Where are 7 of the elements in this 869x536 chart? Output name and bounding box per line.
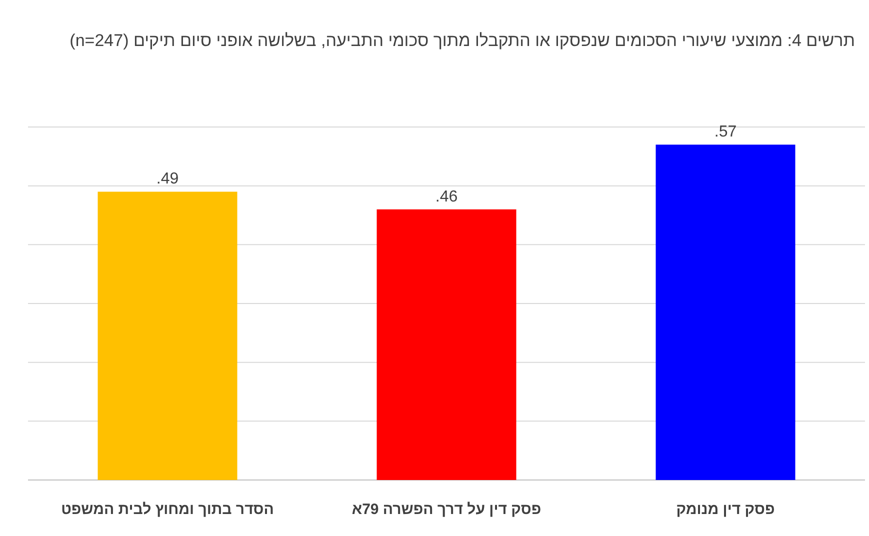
x-tick-label: פסק דין על דרך הפשרה 79א [352, 501, 542, 518]
data-label: .57 [714, 124, 737, 141]
title: תרשים 4: ממוצעי שיעורי הסכומים שנפסקו או התקבלו מתוך סכומי התביעה, בשלושה אופני סיום תיקים (n=247) [68, 30, 855, 52]
data-label: .49 [156, 170, 179, 188]
data-label: .46 [435, 188, 458, 206]
x-tick-label: הסדר בתוך ומחוץ לבית המשפט [61, 501, 274, 518]
x-tick-label: פסק דין מנומק [676, 501, 775, 518]
